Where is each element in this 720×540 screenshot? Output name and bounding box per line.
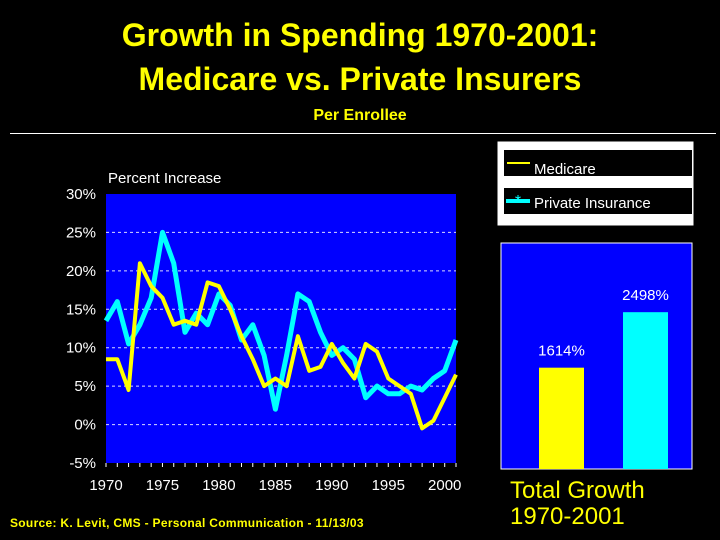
y-tick-label: 5% (74, 378, 96, 395)
x-tick-label: 1980 (202, 477, 235, 494)
x-tick-label: 1990 (315, 477, 348, 494)
y-tick-label: -5% (69, 455, 96, 472)
title-divider (10, 133, 716, 134)
line-chart: -5%0%5%10%15%20%25%30% 1970 1975 1980 1985 1… (66, 170, 461, 494)
y-tick-label: 10% (66, 340, 96, 357)
source-citation: Source: K. Levit, CMS - Personal Communi… (10, 516, 364, 530)
line-chart-title: Percent Increase (108, 170, 221, 187)
legend-row-bg (504, 188, 692, 214)
subtitle: Per Enrollee (313, 107, 407, 124)
legend-label-private-insurance: Private Insurance (534, 195, 651, 212)
line-chart-plot-area (106, 194, 456, 463)
y-tick-label: 0% (74, 417, 96, 434)
line-chart-y-axis: -5% 0% 5% 10% 15% 20% 25% 30% (66, 186, 96, 472)
line-chart-x-axis: 1970 1975 1980 1985 1990 1995 2000 (89, 463, 461, 494)
x-tick-label: 2000 (428, 477, 461, 494)
series-line-medicare (106, 261, 458, 431)
title-line-1: Growth in Spending 1970-2001: (121, 17, 599, 53)
y-tick-label: 30% (66, 186, 96, 203)
x-tick-label: 1970 (89, 477, 122, 494)
bar-private-insurance (623, 312, 668, 469)
x-tick-label: 1995 (372, 477, 405, 494)
title-line-2: Medicare vs. Private Insurers (138, 61, 582, 97)
x-tick-label: 1975 (146, 477, 179, 494)
legend-label-medicare: Medicare (534, 161, 596, 178)
bar-chart-title: Total Growth 1970-2001 (510, 478, 680, 530)
bar-chart: 1614% 2498% (500, 242, 693, 470)
bar-data-label: 2498% (622, 287, 669, 304)
asterisk-marker-icon: * (515, 193, 521, 210)
bar-chart-title-text: Total Growth 1970-2001 (510, 477, 645, 530)
x-tick-label: 1985 (259, 477, 292, 494)
y-tick-label: 20% (66, 263, 96, 280)
legend-row-bg (504, 150, 692, 176)
bar-medicare (539, 367, 584, 469)
legend: Medicare * Private Insurance (497, 141, 694, 226)
y-tick-label: 25% (66, 224, 96, 241)
bar-data-label: 1614% (538, 343, 585, 360)
line-chart-series (103, 229, 459, 431)
y-tick-label: 15% (66, 301, 96, 318)
